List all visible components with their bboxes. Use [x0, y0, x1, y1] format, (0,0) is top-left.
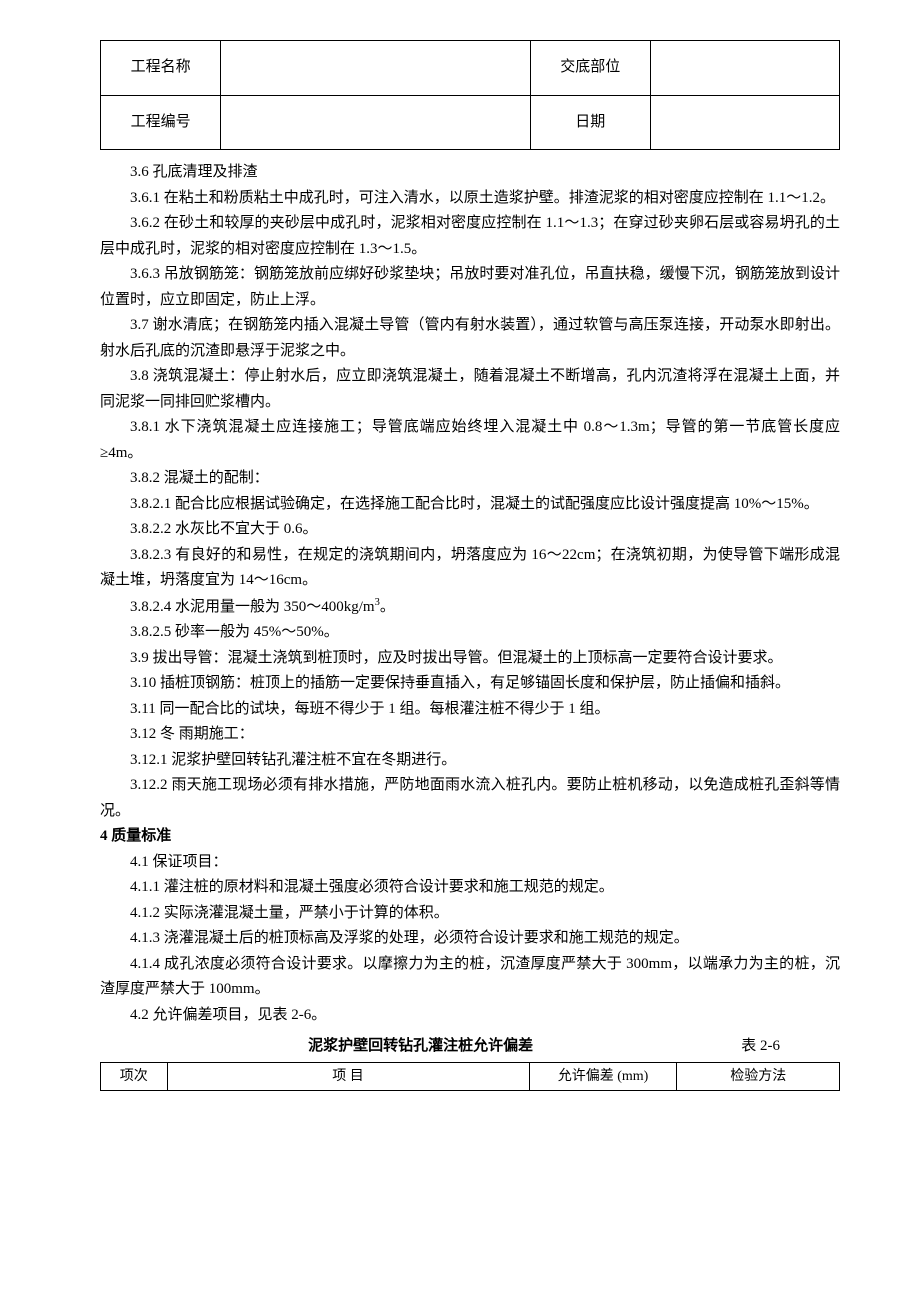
para-3-12-1: 3.12.1 泥浆护壁回转钻孔灌注桩不宜在冬期进行。: [100, 748, 840, 774]
para-3-6: 3.6 孔底清理及排渣: [100, 160, 840, 186]
para-4-1-3: 4.1.3 浇灌混凝土后的桩顶标高及浮浆的处理，必须符合设计要求和施工规范的规定…: [100, 926, 840, 952]
para-3-8-2: 3.8.2 混凝土的配制：: [100, 466, 840, 492]
dev-col-method: 检验方法: [677, 1062, 840, 1091]
para-3-8-2-1: 3.8.2.1 配合比应根据试验确定，在选择施工配合比时，混凝土的试配强度应比设…: [100, 492, 840, 518]
heading-4: 4 质量标准: [100, 824, 840, 850]
deviation-table-title: 泥浆护壁回转钻孔灌注桩允许偏差 表 2-6: [100, 1034, 840, 1060]
deviation-table: 项次 项 目 允许偏差 (mm) 检验方法: [100, 1062, 840, 1092]
para-3-11: 3.11 同一配合比的试块，每班不得少于 1 组。每根灌注桩不得少于 1 组。: [100, 697, 840, 723]
para-3-8-2-3: 3.8.2.3 有良好的和易性，在规定的浇筑期间内，坍落度应为 16～22cm；…: [100, 543, 840, 594]
para-4-1-4: 4.1.4 成孔浓度必须符合设计要求。以摩擦力为主的桩，沉渣厚度严禁大于 300…: [100, 952, 840, 1003]
para-3-8-2-4-b: 。: [380, 599, 395, 615]
para-3-10: 3.10 插桩顶钢筋：桩顶上的插筋一定要保持垂直插入，有足够锚固长度和保护层，防…: [100, 671, 840, 697]
para-3-8: 3.8 浇筑混凝土：停止射水后，应立即浇筑混凝土，随着混凝土不断增高，孔内沉渣将…: [100, 364, 840, 415]
para-4-1-1: 4.1.1 灌注桩的原材料和混凝土强度必须符合设计要求和施工规范的规定。: [100, 875, 840, 901]
header-label-project-no: 工程编号: [101, 95, 221, 150]
para-3-6-1: 3.6.1 在粘土和粉质粘土中成孔时，可注入清水，以原土造浆护壁。排渣泥浆的相对…: [100, 186, 840, 212]
dev-col-index: 项次: [101, 1062, 168, 1091]
deviation-title-main: 泥浆护壁回转钻孔灌注桩允许偏差: [308, 1038, 533, 1054]
header-value-position: [650, 41, 839, 96]
para-3-8-2-2: 3.8.2.2 水灰比不宜大于 0.6。: [100, 517, 840, 543]
para-3-12: 3.12 冬 雨期施工：: [100, 722, 840, 748]
dev-col-tolerance: 允许偏差 (mm): [529, 1062, 677, 1091]
deviation-title-right: 表 2-6: [741, 1034, 780, 1060]
para-4-2: 4.2 允许偏差项目，见表 2-6。: [100, 1003, 840, 1029]
para-3-12-2: 3.12.2 雨天施工现场必须有排水措施，严防地面雨水流入桩孔内。要防止桩机移动…: [100, 773, 840, 824]
document-body: 3.6 孔底清理及排渣 3.6.1 在粘土和粉质粘土中成孔时，可注入清水，以原土…: [100, 160, 840, 1091]
dev-col-item: 项 目: [167, 1062, 529, 1091]
header-value-project-no: [221, 95, 530, 150]
header-label-position: 交底部位: [530, 41, 650, 96]
header-value-project-name: [221, 41, 530, 96]
para-3-6-2: 3.6.2 在砂土和较厚的夹砂层中成孔时，泥浆相对密度应控制在 1.1～1.3；…: [100, 211, 840, 262]
header-table: 工程名称 交底部位 工程编号 日期: [100, 40, 840, 150]
header-label-project-name: 工程名称: [101, 41, 221, 96]
para-3-6-3: 3.6.3 吊放钢筋笼：钢筋笼放前应绑好砂浆垫块；吊放时要对准孔位，吊直扶稳，缓…: [100, 262, 840, 313]
para-3-7: 3.7 谢水清底；在钢筋笼内插入混凝土导管（管内有射水装置），通过软管与高压泵连…: [100, 313, 840, 364]
header-label-date: 日期: [530, 95, 650, 150]
para-3-8-2-5: 3.8.2.5 砂率一般为 45%～50%。: [100, 620, 840, 646]
para-4-1-2: 4.1.2 实际浇灌混凝土量，严禁小于计算的体积。: [100, 901, 840, 927]
para-3-8-2-4-a: 3.8.2.4 水泥用量一般为 350～400kg/m: [130, 599, 375, 615]
header-value-date: [650, 95, 839, 150]
para-3-9: 3.9 拔出导管：混凝土浇筑到桩顶时，应及时拔出导管。但混凝土的上顶标高一定要符…: [100, 646, 840, 672]
para-3-8-1: 3.8.1 水下浇筑混凝土应连接施工；导管底端应始终埋入混凝土中 0.8～1.3…: [100, 415, 840, 466]
para-3-8-2-4: 3.8.2.4 水泥用量一般为 350～400kg/m3。: [100, 594, 840, 621]
para-4-1: 4.1 保证项目：: [100, 850, 840, 876]
